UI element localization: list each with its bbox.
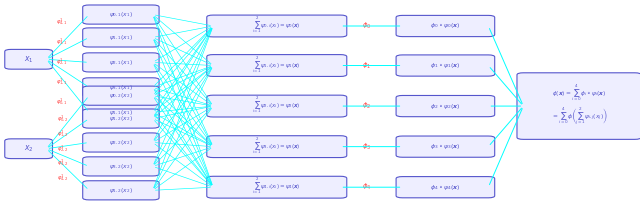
Text: $\phi_0\circ\psi_0(\boldsymbol{x})$: $\phi_0\circ\psi_0(\boldsymbol{x})$ [430,21,461,31]
Text: $\psi_{1,2}(x_2)$: $\psi_{1,2}(x_2)$ [109,186,133,194]
Text: $\varphi^1_{4,1}$: $\varphi^1_{4,1}$ [56,17,68,27]
Text: $\psi_{3,2}(x_2)$: $\psi_{3,2}(x_2)$ [109,162,133,171]
Text: $\phi_2$: $\phi_2$ [362,101,371,111]
Text: $\psi_{1,1}(x_1)$: $\psi_{1,1}(x_1)$ [109,33,133,42]
Text: $\phi_4$: $\phi_4$ [362,182,371,192]
FancyBboxPatch shape [207,176,347,198]
Text: $\sum_{i=1}^{2}\psi_{1,i}(x_i)=\psi_1(\boldsymbol{x})$: $\sum_{i=1}^{2}\psi_{1,i}(x_i)=\psi_1(\b… [253,56,301,76]
Text: $\phi_1$: $\phi_1$ [362,60,371,71]
Text: $\phi(\boldsymbol{x})=\sum_{i=0}^{4}\phi_i\circ\psi_i(\boldsymbol{x})$
$=\sum_{i: $\phi(\boldsymbol{x})=\sum_{i=0}^{4}\phi… [550,84,607,128]
FancyBboxPatch shape [207,95,347,117]
Text: $\psi_{0,1}(x_1)$: $\psi_{0,1}(x_1)$ [109,10,133,19]
FancyBboxPatch shape [4,49,52,69]
Text: $\phi_3$: $\phi_3$ [362,141,371,152]
FancyBboxPatch shape [4,139,52,159]
FancyBboxPatch shape [83,109,159,128]
Text: $\varphi^1_{2,2}$: $\varphi^1_{2,2}$ [56,144,68,154]
Text: $\psi_{2,1}(x_1)$: $\psi_{2,1}(x_1)$ [109,58,133,67]
FancyBboxPatch shape [83,103,159,122]
Text: $x_2$: $x_2$ [24,144,33,154]
Text: $\psi_{0,2}(x_2)$: $\psi_{0,2}(x_2)$ [109,92,133,100]
FancyBboxPatch shape [517,73,640,139]
Text: $\varphi^1_{3,1}$: $\varphi^1_{3,1}$ [56,37,68,47]
FancyBboxPatch shape [83,78,159,97]
Text: $\varphi^1_{2,1}$: $\varphi^1_{2,1}$ [56,57,68,67]
FancyBboxPatch shape [207,15,347,37]
FancyBboxPatch shape [396,55,495,76]
FancyBboxPatch shape [207,136,347,158]
Text: $\sum_{i=1}^{2}\psi_{0,i}(x_i)=\psi_0(\boldsymbol{x})$: $\sum_{i=1}^{2}\psi_{0,i}(x_i)=\psi_0(\b… [253,16,301,36]
Text: $\varphi^1_{0,1}$: $\varphi^1_{0,1}$ [56,97,68,107]
FancyBboxPatch shape [83,86,159,105]
Text: $\varphi^1_{4,2}$: $\varphi^1_{4,2}$ [56,173,68,183]
FancyBboxPatch shape [396,15,495,37]
FancyBboxPatch shape [83,5,159,24]
Text: $\varphi^1_{1,1}$: $\varphi^1_{1,1}$ [56,77,68,87]
Text: $\varphi^1_{3,2}$: $\varphi^1_{3,2}$ [56,158,68,168]
FancyBboxPatch shape [83,157,159,176]
FancyBboxPatch shape [83,181,159,200]
Text: $\varphi^1_{0,2}$: $\varphi^1_{0,2}$ [56,114,68,124]
Text: $\phi_0$: $\phi_0$ [362,21,371,31]
Text: $\phi_4\circ\psi_4(\boldsymbol{x})$: $\phi_4\circ\psi_4(\boldsymbol{x})$ [430,183,461,192]
Text: $\phi_1\circ\psi_1(\boldsymbol{x})$: $\phi_1\circ\psi_1(\boldsymbol{x})$ [430,61,461,70]
Text: $\sum_{i=1}^{2}\psi_{3,i}(x_i)=\psi_3(\boldsymbol{x})$: $\sum_{i=1}^{2}\psi_{3,i}(x_i)=\psi_3(\b… [253,137,301,157]
Text: $\sum_{i=1}^{2}\psi_{4,i}(x_i)=\psi_4(\boldsymbol{x})$: $\sum_{i=1}^{2}\psi_{4,i}(x_i)=\psi_4(\b… [253,177,301,197]
FancyBboxPatch shape [83,53,159,72]
FancyBboxPatch shape [396,136,495,157]
Text: $\phi_3\circ\psi_3(\boldsymbol{x})$: $\phi_3\circ\psi_3(\boldsymbol{x})$ [430,142,461,151]
Text: $\phi_2\circ\psi_2(\boldsymbol{x})$: $\phi_2\circ\psi_2(\boldsymbol{x})$ [430,102,461,111]
FancyBboxPatch shape [396,95,495,117]
FancyBboxPatch shape [207,54,347,76]
Text: $\varphi^1_{1,2}$: $\varphi^1_{1,2}$ [56,129,68,139]
Text: $\sum_{i=1}^{2}\psi_{2,i}(x_i)=\psi_2(\boldsymbol{x})$: $\sum_{i=1}^{2}\psi_{2,i}(x_i)=\psi_2(\b… [253,96,301,116]
Text: $\psi_{3,1}(x_1)$: $\psi_{3,1}(x_1)$ [109,83,133,92]
FancyBboxPatch shape [83,133,159,152]
FancyBboxPatch shape [83,28,159,47]
Text: $x_1$: $x_1$ [24,54,33,64]
FancyBboxPatch shape [396,177,495,198]
Text: $\psi_{1,2}(x_2)$: $\psi_{1,2}(x_2)$ [109,114,133,123]
Text: $\psi_{1,1}(x_1)$: $\psi_{1,1}(x_1)$ [109,108,133,116]
Text: $\psi_{2,2}(x_2)$: $\psi_{2,2}(x_2)$ [109,138,133,147]
